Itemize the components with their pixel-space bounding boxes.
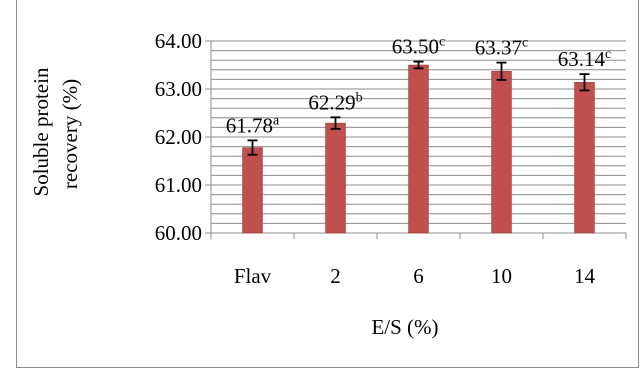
- x-axis-title: E/S (%): [371, 315, 438, 339]
- x-tick-label: Flav: [234, 264, 272, 288]
- bar: [491, 70, 512, 234]
- y-tick-label: 63.00: [155, 77, 202, 101]
- y-tick-label: 60.00: [155, 221, 202, 245]
- data-label-superscript: b: [356, 90, 363, 105]
- bar: [574, 82, 595, 234]
- x-tick-label: 14: [574, 264, 596, 288]
- data-label: 62.29b: [308, 90, 362, 114]
- x-tick-labels: Flav 2 6 10 14: [234, 264, 596, 288]
- x-tick-label: 2: [330, 264, 341, 288]
- bars: [242, 64, 595, 234]
- error-bars: [247, 60, 590, 156]
- x-tick-label: 6: [413, 264, 424, 288]
- y-tick-label: 61.00: [155, 173, 202, 197]
- data-label-value: 63.37: [475, 36, 522, 60]
- chart-frame: [16, 0, 639, 368]
- y-tick-label: 64.00: [155, 29, 202, 53]
- data-label: 63.50c: [392, 35, 445, 59]
- error-bar: [496, 61, 507, 81]
- bar: [408, 64, 429, 234]
- y-tick-label: 62.00: [155, 125, 202, 149]
- y-tick-labels: 60.00 61.00 62.00 63.00 64.00: [155, 29, 202, 245]
- y-axis-title-line2: recovery (%): [58, 79, 82, 189]
- x-tick-label: 10: [491, 264, 512, 288]
- data-label-value: 61.78: [226, 113, 273, 137]
- bar: [325, 122, 346, 234]
- error-bar: [330, 116, 341, 130]
- bar: [242, 147, 263, 234]
- data-label-value: 62.29: [308, 90, 355, 114]
- data-label: 63.37c: [475, 36, 528, 60]
- data-label-superscript: c: [605, 47, 611, 62]
- data-label: 63.14c: [558, 47, 611, 71]
- error-bar: [413, 60, 424, 70]
- data-label-superscript: a: [273, 113, 280, 128]
- y-axis-title-line1: Soluble protein: [29, 67, 53, 196]
- error-bar: [247, 139, 258, 156]
- data-label-superscript: c: [522, 36, 528, 51]
- error-bar: [579, 73, 590, 92]
- data-label-superscript: c: [439, 35, 445, 50]
- data-label-value: 63.14: [558, 47, 606, 71]
- data-label: 61.78a: [226, 113, 280, 137]
- data-label-value: 63.50: [392, 35, 439, 59]
